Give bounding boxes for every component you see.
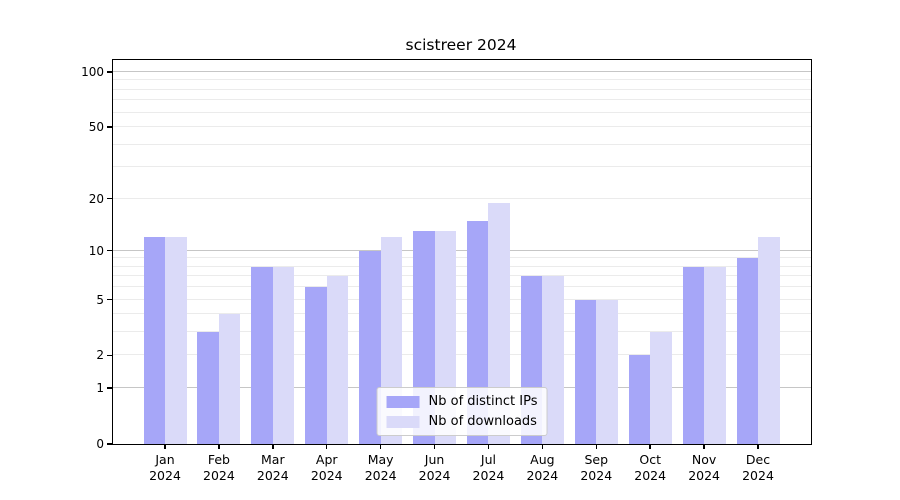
gridline-minor [113,286,811,288]
gridline-minor [113,275,811,277]
x-tick-label-dec: Dec 2024 [742,452,774,483]
x-tick [703,444,705,449]
gridline-minor [113,265,811,267]
x-tick [595,444,598,449]
y-tick [107,354,112,357]
bar-apr-ips [305,287,327,444]
gridline-minor [113,298,811,300]
y-tick-label: 0 [96,437,104,451]
bar-may-ips [359,250,381,444]
x-tick-label-jul: Jul 2024 [472,452,505,483]
legend-swatch-downloads [386,415,420,428]
x-tick-label-apr: Apr 2024 [310,452,343,483]
bar-jul-downloads [488,202,510,444]
bar-feb-ips [197,332,219,444]
bar-oct-ips [628,355,651,444]
gridline-minor [113,79,811,81]
bar-sep-downloads [596,299,618,444]
x-tick [757,444,759,449]
gridline-major [113,71,811,73]
x-tick [218,444,220,449]
gridline-minor [113,126,811,128]
y-tick [107,249,112,252]
legend-swatch-distinct-ips [386,395,420,408]
bar-nov-ips [682,266,705,444]
bar-oct-downloads [650,332,672,444]
legend-item-distinct-ips: Nb of distinct IPs [386,394,538,409]
x-tick [433,444,436,449]
chart-title: scistreer 2024 [405,36,517,54]
legend-label-downloads: Nb of downloads [428,414,537,429]
gridline-major [113,249,811,251]
x-tick-label-may: May 2024 [364,452,397,483]
x-tick [487,444,490,449]
gridline-minor [113,99,811,101]
x-tick-label-jun: Jun 2024 [418,452,451,483]
y-tick-label: 20 [88,191,104,206]
gridline-minor [113,143,811,145]
bar-apr-downloads [326,276,349,444]
x-tick-label-nov: Nov 2024 [688,452,720,483]
plot-area [112,59,812,445]
y-tick [107,126,112,128]
bar-mar-ips [251,266,273,444]
y-tick-label: 50 [88,120,104,135]
gridline-minor [113,88,811,90]
x-tick [541,444,544,449]
y-tick [107,298,112,301]
gridline-minor [113,166,811,168]
y-tick [107,443,112,445]
x-tick [272,444,274,449]
y-tick-label: 2 [96,348,104,363]
bar-nov-downloads [704,266,726,444]
gridline-minor [113,354,811,356]
x-tick-label-aug: Aug 2024 [526,452,559,483]
y-tick-label: 5 [96,292,104,307]
y-tick-label: 1 [96,381,104,396]
gridline-minor [113,111,811,113]
x-tick-label-mar: Mar 2024 [256,452,289,483]
x-tick-label-sep: Sep 2024 [580,452,613,483]
legend: Nb of distinct IPs Nb of downloads [376,387,548,436]
bar-jan-downloads [165,237,187,444]
bar-aug-downloads [542,276,564,444]
x-tick-label-oct: Oct 2024 [634,452,667,483]
bar-mar-downloads [272,266,295,444]
legend-item-downloads: Nb of downloads [386,414,538,429]
y-tick [107,71,112,73]
bar-feb-downloads [218,314,241,444]
gridline-minor [113,197,811,199]
gridline-minor [113,257,811,259]
x-tick-label-feb: Feb 2024 [203,452,235,483]
gridline-minor [113,313,811,315]
x-tick [379,444,382,449]
y-tick-label: 10 [88,243,104,258]
y-tick [107,197,112,200]
bar-jan-ips [143,237,165,444]
y-tick [107,387,112,389]
x-tick [164,444,166,449]
x-tick [325,444,328,449]
bar-dec-downloads [758,237,780,444]
x-tick-label-jan: Jan 2024 [149,452,181,483]
bar-sep-ips [574,299,597,444]
bar-dec-ips [736,258,758,444]
y-tick-label: 100 [81,65,104,80]
x-tick [649,444,651,449]
gridline-minor [113,331,811,333]
legend-label-distinct-ips: Nb of distinct IPs [428,394,538,409]
